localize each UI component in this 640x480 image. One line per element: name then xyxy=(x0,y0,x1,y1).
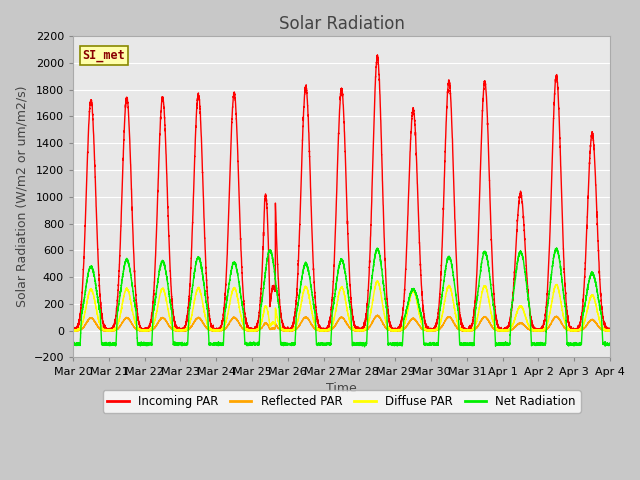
Diffuse PAR xyxy=(462,327,470,333)
Net Radiation xyxy=(606,340,614,346)
Line: Reflected PAR: Reflected PAR xyxy=(73,315,610,331)
Incoming PAR xyxy=(462,326,470,332)
Reflected PAR xyxy=(69,327,77,333)
Net Radiation xyxy=(323,340,331,346)
Net Radiation xyxy=(553,245,561,251)
X-axis label: Time: Time xyxy=(326,382,357,395)
Reflected PAR xyxy=(374,312,381,318)
Line: Diffuse PAR: Diffuse PAR xyxy=(73,281,610,331)
Diffuse PAR xyxy=(252,328,259,334)
Incoming PAR xyxy=(606,328,614,334)
Incoming PAR xyxy=(323,327,331,333)
Reflected PAR xyxy=(606,327,614,333)
Incoming PAR xyxy=(252,324,259,330)
Reflected PAR xyxy=(252,327,259,333)
Y-axis label: Solar Radiation (W/m2 or um/m2/s): Solar Radiation (W/m2 or um/m2/s) xyxy=(15,86,28,308)
Diffuse PAR xyxy=(69,328,77,334)
Diffuse PAR xyxy=(477,297,484,303)
Net Radiation xyxy=(69,341,77,347)
Reflected PAR xyxy=(584,322,591,327)
Net Radiation xyxy=(462,341,470,347)
Reflected PAR xyxy=(69,328,77,334)
Incoming PAR xyxy=(577,316,585,322)
Incoming PAR xyxy=(374,52,381,58)
Diffuse PAR xyxy=(606,327,614,333)
Diffuse PAR xyxy=(584,306,591,312)
Net Radiation xyxy=(584,286,591,292)
Diffuse PAR xyxy=(577,326,585,332)
Incoming PAR xyxy=(584,208,591,214)
Reflected PAR xyxy=(323,327,331,333)
Reflected PAR xyxy=(462,328,470,334)
Net Radiation xyxy=(477,265,484,271)
Text: SI_met: SI_met xyxy=(83,49,125,62)
Incoming PAR xyxy=(69,328,77,334)
Reflected PAR xyxy=(577,327,585,333)
Net Radiation xyxy=(252,342,259,348)
Net Radiation xyxy=(361,344,369,350)
Line: Net Radiation: Net Radiation xyxy=(73,248,610,347)
Diffuse PAR xyxy=(323,327,331,333)
Incoming PAR xyxy=(477,156,484,161)
Reflected PAR xyxy=(477,318,484,324)
Line: Incoming PAR: Incoming PAR xyxy=(73,55,610,331)
Net Radiation xyxy=(577,340,585,346)
Title: Solar Radiation: Solar Radiation xyxy=(278,15,404,33)
Diffuse PAR xyxy=(374,278,381,284)
Legend: Incoming PAR, Reflected PAR, Diffuse PAR, Net Radiation: Incoming PAR, Reflected PAR, Diffuse PAR… xyxy=(102,390,580,413)
